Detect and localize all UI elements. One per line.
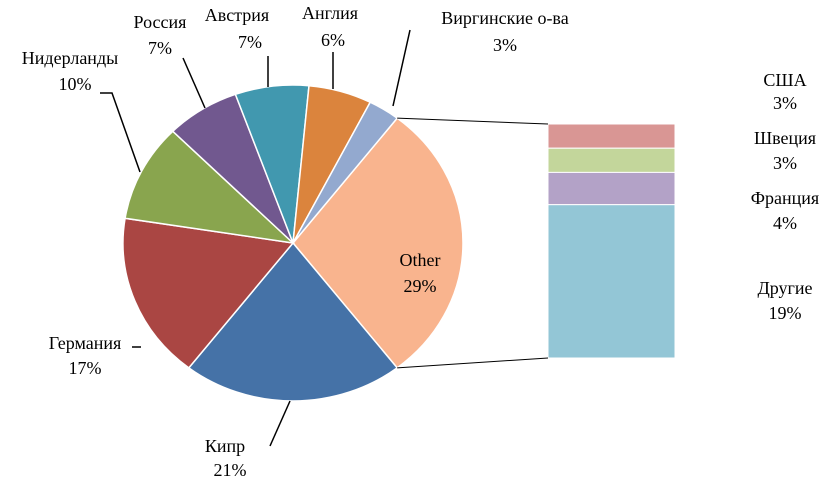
- slice-value: 17%: [69, 358, 102, 378]
- slice-label: Австрия: [205, 5, 269, 25]
- bar-value: 19%: [769, 303, 802, 323]
- slice-label: Германия: [49, 333, 122, 353]
- slice-value: 10%: [59, 74, 92, 94]
- connector: [397, 117, 549, 125]
- leader-line: [100, 92, 141, 173]
- slice-label: Нидерланды: [22, 48, 118, 68]
- connector: [397, 357, 549, 369]
- slice-value: 29%: [404, 276, 437, 296]
- slice-value: 7%: [238, 32, 262, 52]
- slice-label: Кипр: [205, 436, 245, 456]
- pie-slice: [292, 101, 399, 244]
- slice-value: 21%: [214, 460, 247, 479]
- bar-label: США: [763, 70, 806, 90]
- bar-label: Швеция: [754, 128, 816, 148]
- leader-line: [392, 29, 411, 107]
- pie-slice: [122, 217, 295, 369]
- bar-value: 4%: [773, 213, 797, 233]
- slice-label: Other: [400, 250, 441, 270]
- slice-label: Виргинские о-ва: [441, 8, 568, 28]
- bar-value: 3%: [773, 153, 797, 173]
- leader-line: [269, 400, 291, 447]
- bar-segment: [547, 147, 676, 173]
- slice-label: Англия: [302, 3, 358, 23]
- slice-label: Россия: [134, 12, 187, 32]
- slice-value: 3%: [493, 35, 517, 55]
- pie-slice: [187, 241, 399, 402]
- bar-segment: [547, 204, 676, 359]
- slice-value: 6%: [321, 30, 345, 50]
- bar-segment: [547, 123, 676, 149]
- pie-slice: [124, 130, 296, 245]
- leader-line: [182, 57, 206, 109]
- bar-label: Другие: [757, 278, 812, 298]
- bar-value: 3%: [773, 93, 797, 113]
- bar-label: Франция: [751, 188, 819, 208]
- bar-segment: [547, 171, 676, 206]
- slice-value: 7%: [148, 38, 172, 58]
- pie-slice: [292, 117, 464, 369]
